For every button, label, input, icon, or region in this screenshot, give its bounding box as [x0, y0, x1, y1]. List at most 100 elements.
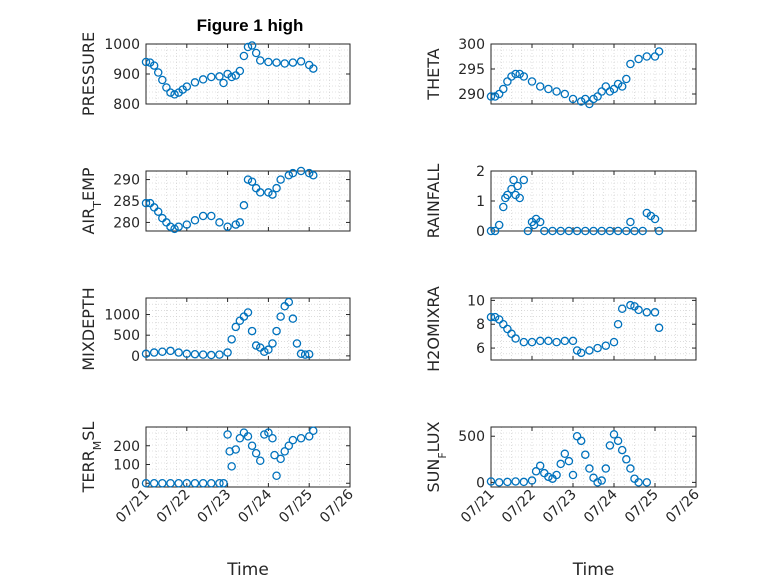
data-point [581, 450, 590, 459]
data-point [296, 349, 306, 359]
data-point [153, 207, 163, 216]
subplot-1: 800 900 1000 PRESSURE [79, 32, 351, 116]
data-point [634, 305, 643, 315]
data-point [231, 445, 241, 454]
y-tick-label: 10 [467, 293, 485, 309]
data-point [190, 349, 200, 359]
data-point [609, 430, 619, 439]
data-point [544, 84, 553, 94]
subplot-4: 0 1 2 RAINFALL [424, 164, 697, 240]
grid [146, 171, 350, 231]
data-point [141, 478, 151, 488]
data-point [581, 94, 590, 104]
data-point [149, 348, 159, 357]
data-point [231, 220, 241, 229]
data-point [626, 464, 635, 473]
data-point [572, 431, 582, 441]
y-tick-label: 1000 [104, 37, 140, 53]
data-point [166, 222, 175, 231]
data-point [149, 61, 159, 70]
data-point [255, 188, 265, 197]
data-point [564, 456, 574, 466]
data-point [296, 166, 306, 176]
data-point [288, 314, 298, 323]
data-point [276, 175, 285, 184]
data-point [280, 447, 289, 456]
y-tick-label: 290 [458, 87, 485, 103]
data-point [601, 82, 611, 91]
data-point [284, 441, 294, 450]
data-point [174, 222, 183, 231]
y-tick-label: 500 [113, 328, 140, 344]
data-point [499, 319, 508, 329]
data-point [272, 58, 281, 67]
y-axis-label: RAINFALL [424, 164, 443, 239]
data-point [251, 183, 261, 193]
y-tick-label: 100 [113, 458, 140, 474]
data-point [166, 346, 175, 356]
data-point [182, 220, 192, 229]
data-point [513, 181, 522, 191]
y-axis-label: H2OMIXRA [424, 286, 443, 372]
y-tick-label: 0 [476, 475, 485, 491]
data-point [198, 478, 208, 488]
data-point [564, 226, 574, 236]
y-tick-label: 280 [113, 215, 140, 231]
y-axis-label: THETA [424, 48, 443, 100]
data-point [593, 478, 602, 487]
data-point [280, 59, 289, 68]
data-point [276, 312, 285, 321]
data-point [260, 430, 269, 439]
data-point [272, 326, 281, 336]
y-tick-label: 300 [458, 37, 485, 53]
data-point [548, 226, 557, 236]
y-tick-label: 285 [113, 194, 140, 210]
axes-box [145, 297, 351, 361]
data-point [227, 72, 236, 82]
data-point [215, 350, 224, 359]
data-point [605, 441, 615, 450]
data-point [280, 302, 289, 311]
x-axis-label: Time [572, 560, 615, 580]
data-point [494, 315, 504, 324]
data-point [158, 347, 167, 356]
data-point [141, 349, 151, 359]
data-point [622, 226, 631, 236]
data-point [613, 319, 623, 329]
data-point [568, 94, 578, 104]
y-tick-label: 0 [131, 349, 140, 365]
data-point [153, 68, 163, 77]
data-point [654, 47, 664, 56]
data-point [198, 75, 208, 84]
y-axis-label: PRESSURE [79, 32, 98, 116]
y-tick-label: 290 [113, 173, 140, 189]
data-point [296, 57, 306, 66]
data-point [247, 177, 257, 186]
y-tick-label: 2 [476, 164, 485, 180]
grid [491, 427, 696, 487]
data-point [255, 456, 265, 465]
data-point [490, 312, 500, 322]
data-point [560, 336, 570, 346]
data-point [626, 59, 635, 69]
data-point [235, 218, 245, 227]
data-point [515, 193, 524, 203]
data-point [634, 478, 643, 487]
y-axis-label: AIRTEMP [79, 167, 104, 234]
grid [491, 171, 696, 231]
subplot-3: 280 285 290 AIRTEMP [79, 166, 351, 235]
data-point [523, 226, 533, 236]
data-point [190, 478, 200, 488]
data-point [170, 224, 179, 234]
data-point [560, 449, 570, 459]
data-point [223, 222, 232, 231]
data-point [247, 41, 257, 50]
data-point [166, 478, 175, 488]
data-point [296, 433, 306, 443]
data-point [309, 171, 318, 180]
y-tick-label: 900 [113, 67, 140, 83]
data-point [593, 343, 602, 353]
data-point [622, 455, 631, 464]
data-point [601, 341, 611, 350]
data-point [544, 472, 553, 482]
